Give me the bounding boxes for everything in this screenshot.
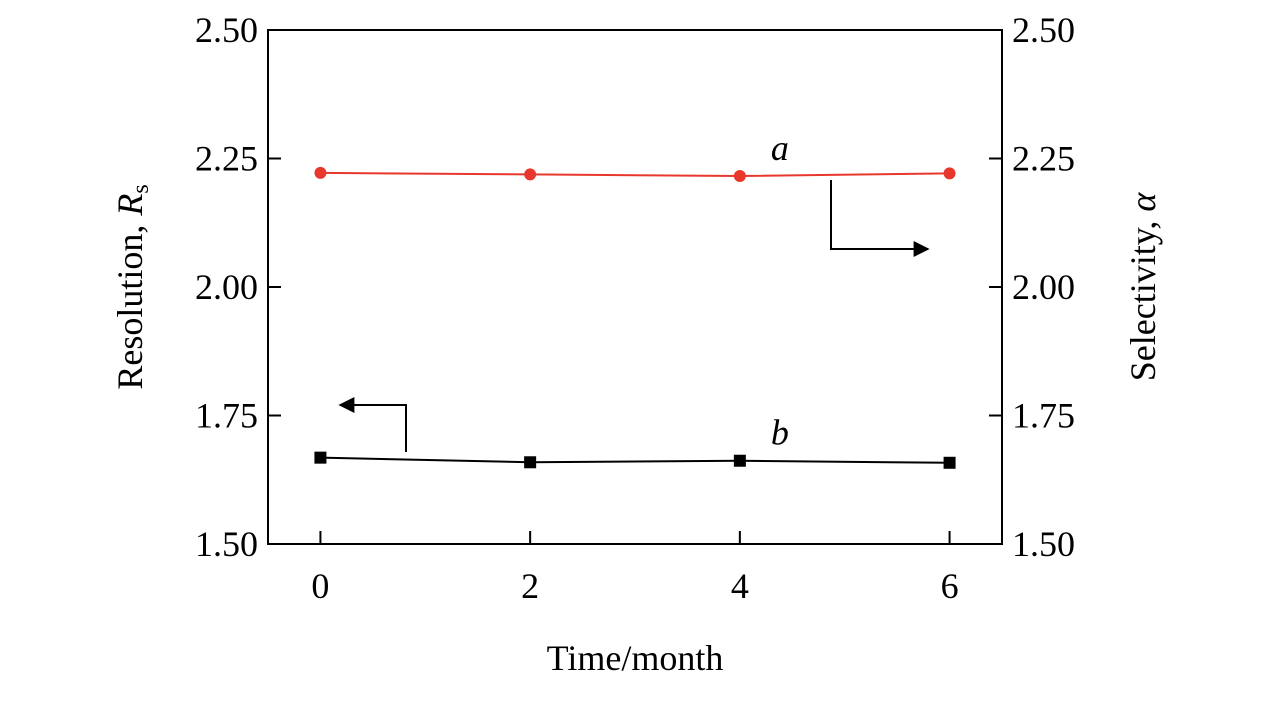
right-axis-title-symbol: α [1123,192,1163,212]
series-layer: ab [314,128,956,469]
left-y-tick-label: 2.25 [195,139,258,179]
right-axis-title: Selectivity, α [1123,192,1163,382]
left-axis-title-symbol: R [110,194,150,217]
plot-frame [267,29,1003,545]
series-b-point [314,451,327,464]
left-axis-arrow [338,397,407,452]
left-axis-title: Resolution, Rs [110,184,154,389]
right-y-tick-label: 2.00 [1012,267,1075,307]
x-axis-title: Time/month [547,638,724,678]
axis-ticks: 1.50 1.50 1.75 1.75 2.00 2.00 2.25 2.25 2.50 2.50… [195,10,1075,606]
x-tick-label: 6 [941,566,959,606]
left-y-tick-label: 1.50 [195,524,258,564]
series-a-line [320,171,950,177]
right-y-tick-label: 2.25 [1012,139,1075,179]
series-a-point [524,168,537,181]
series-a-point [314,166,327,179]
right-y-tick-label: 2.50 [1012,10,1075,50]
x-tick-label: 0 [311,566,329,606]
series-a-point [733,169,746,182]
left-y-tick-label: 2.00 [195,267,258,307]
x-tick-label: 4 [731,566,749,606]
left-y-tick-label: 2.50 [195,10,258,50]
right-y-tick-label: 1.75 [1012,396,1075,436]
right-axis-title-text: Selectivity, [1123,212,1163,382]
left-axis-title-text: Resolution, [110,216,150,390]
right-axis-arrow [830,180,930,257]
left-axis-title-subscript: s [128,184,154,193]
right-y-tick-label: 1.50 [1012,524,1075,564]
axis-indicator-arrows [338,180,930,452]
series-b-line [320,456,950,464]
series-b-point [733,454,746,467]
series-b-point [524,456,537,469]
series-a-point [943,167,956,180]
series-b-point [943,456,956,469]
series-a-label: a [771,128,789,168]
x-tick-label: 2 [521,566,539,606]
left-y-tick-label: 1.75 [195,396,258,436]
series-b-label: b [771,413,789,453]
